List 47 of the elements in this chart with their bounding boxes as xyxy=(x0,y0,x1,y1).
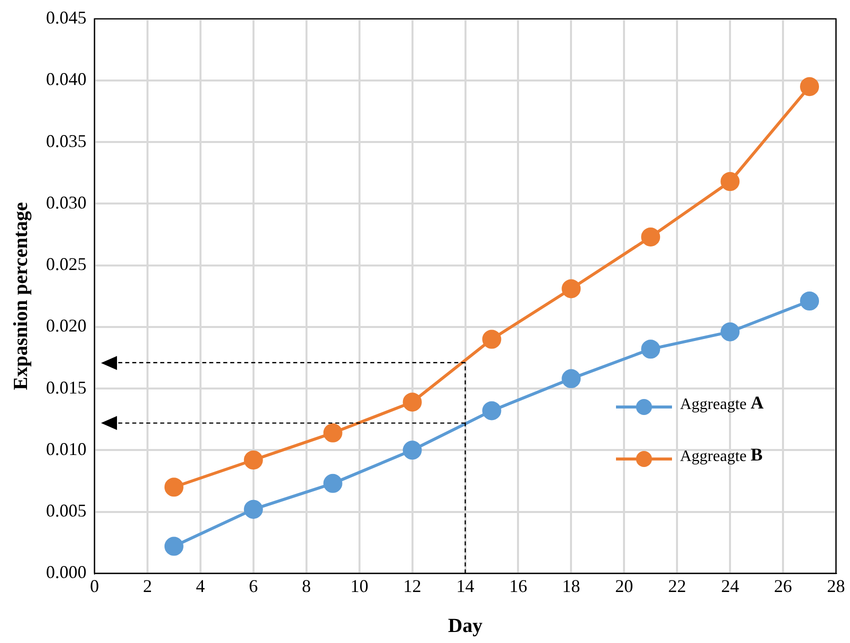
x-axis-title: Day xyxy=(448,615,482,638)
point xyxy=(641,227,660,246)
legend-label: Aggreagte B xyxy=(680,444,763,466)
point xyxy=(402,392,422,412)
x-tick-label: 6 xyxy=(248,576,258,596)
y-axis-title: Expasnion percentage xyxy=(10,202,32,390)
y-tick-label: 0.035 xyxy=(46,130,86,151)
legend-label: Aggreagte A xyxy=(680,392,764,414)
y-tick-label: 0.045 xyxy=(46,8,86,28)
point xyxy=(562,279,581,298)
point xyxy=(562,369,581,388)
y-tick-label: 0.030 xyxy=(46,192,86,212)
y-tick-label: 0.020 xyxy=(46,316,86,336)
y-tick-label: 0.005 xyxy=(46,500,86,521)
point xyxy=(164,478,184,497)
x-tick-label: 4 xyxy=(196,576,205,596)
x-tick-label: 22 xyxy=(668,576,686,596)
x-tick-label: 18 xyxy=(562,576,580,596)
x-tick-label: 28 xyxy=(827,576,845,596)
point xyxy=(244,450,263,470)
point xyxy=(323,474,342,493)
y-tick-label: 0.025 xyxy=(46,254,86,274)
x-tick-label: 12 xyxy=(403,576,422,596)
point xyxy=(323,423,342,442)
point xyxy=(164,536,184,556)
point xyxy=(641,340,660,359)
point xyxy=(244,500,263,519)
x-tick-label: 2 xyxy=(142,576,152,596)
point xyxy=(402,440,422,460)
x-tick-label: 10 xyxy=(350,576,368,596)
x-tick-label: 0 xyxy=(90,576,99,596)
point xyxy=(482,401,502,420)
x-tick-label: 26 xyxy=(774,576,792,596)
y-tick-label: 0.015 xyxy=(46,377,86,398)
x-tick-label: 16 xyxy=(509,576,528,596)
point xyxy=(800,292,820,311)
point xyxy=(720,322,740,342)
y-tick-label: 0.040 xyxy=(46,69,86,90)
point xyxy=(720,172,740,191)
y-tick-label: 0.010 xyxy=(46,438,86,459)
point xyxy=(800,77,820,96)
y-tick-label: 0.000 xyxy=(46,562,86,582)
x-tick-label: 14 xyxy=(456,576,474,596)
x-tick-label: 24 xyxy=(721,576,740,596)
x-tick-label: 20 xyxy=(615,576,634,596)
point xyxy=(482,330,502,349)
x-tick-label: 8 xyxy=(302,576,311,596)
